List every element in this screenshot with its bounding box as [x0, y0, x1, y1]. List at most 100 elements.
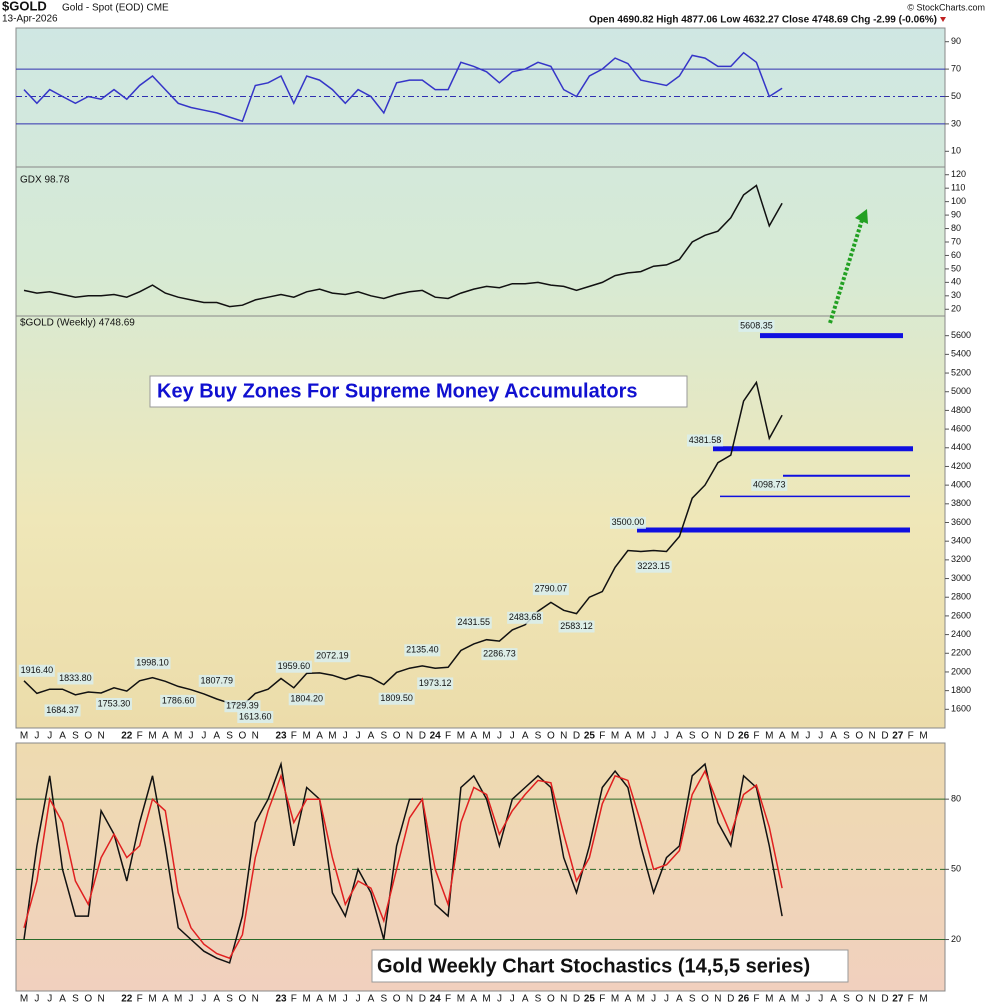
x-tick-label: A	[470, 731, 477, 742]
x-tick-label: J	[497, 994, 502, 1005]
x-tick-label: M	[791, 731, 799, 742]
x-tick-label: A	[676, 731, 683, 742]
down-icon	[940, 17, 946, 22]
price-label-bg	[378, 692, 415, 705]
x-tick-label: N	[406, 731, 413, 742]
price-label: 2431.55	[457, 617, 490, 627]
x-tick-label: A	[316, 994, 323, 1005]
x-tick-label: M	[303, 731, 311, 742]
price-label-bg	[481, 648, 518, 661]
x-tick-label: M	[765, 994, 773, 1005]
x-tick-label: J	[356, 731, 361, 742]
x-tick-label: N	[560, 731, 567, 742]
x-tick-label: N	[406, 994, 413, 1005]
x-tick-label: F	[908, 731, 914, 742]
price-label: 2286.73	[483, 649, 516, 659]
price-label-bg	[57, 672, 94, 685]
x-tick-label: O	[701, 731, 709, 742]
x-tick-label: D	[573, 994, 580, 1005]
x-tick-label: M	[457, 994, 465, 1005]
x-tick-label: O	[84, 994, 92, 1005]
x-tick-label: A	[470, 994, 477, 1005]
x-tick-label: F	[599, 731, 605, 742]
price-label-bg	[751, 478, 788, 491]
x-tick-label: 26	[738, 994, 750, 1005]
price-label: 4098.73	[753, 479, 786, 489]
x-tick-label: S	[72, 731, 79, 742]
series-line	[23, 51, 783, 123]
price-label-bg	[738, 319, 775, 332]
price-label-bg	[404, 644, 441, 657]
x-tick-label: F	[137, 994, 143, 1005]
price-label: 1916.40	[21, 665, 54, 675]
price-label: 2135.40	[406, 645, 439, 655]
price-label-bg	[275, 660, 312, 673]
y-tick-label: 80	[951, 794, 961, 804]
x-tick-label: S	[535, 731, 542, 742]
y-tick-label: 2800	[951, 592, 971, 602]
x-tick-label: J	[818, 994, 823, 1005]
y-tick-label: 4600	[951, 423, 971, 433]
x-tick-label: 27	[892, 731, 904, 742]
x-tick-label: J	[664, 731, 669, 742]
x-tick-label: A	[779, 994, 786, 1005]
x-tick-label: O	[855, 731, 863, 742]
y-tick-label: 3600	[951, 517, 971, 527]
x-tick-label: 24	[430, 994, 442, 1005]
x-tick-label: M	[174, 994, 182, 1005]
price-label: 3223.15	[637, 561, 670, 571]
x-tick-label: M	[148, 994, 156, 1005]
date: 13-Apr-2026	[2, 14, 58, 25]
y-tick-label: 90	[951, 36, 961, 46]
panel-title: $GOLD (Weekly) 4748.69	[20, 318, 135, 329]
y-tick-label: 10	[951, 146, 961, 156]
series-line	[23, 769, 783, 960]
x-tick-label: A	[625, 994, 632, 1005]
price-label: 1809.50	[380, 693, 413, 703]
x-tick-label: S	[843, 994, 850, 1005]
x-tick-label: D	[727, 994, 734, 1005]
x-tick-label: S	[689, 731, 696, 742]
y-tick-label: 50	[951, 263, 961, 273]
price-label: 1833.80	[59, 673, 92, 683]
y-tick-label: 100	[951, 196, 966, 206]
y-tick-label: 70	[951, 63, 961, 73]
price-label-bg	[288, 693, 325, 706]
x-tick-label: S	[226, 994, 233, 1005]
x-tick-label: A	[676, 994, 683, 1005]
x-tick-label: J	[34, 994, 39, 1005]
x-tick-label: S	[72, 994, 79, 1005]
x-tick-label: F	[291, 994, 297, 1005]
x-tick-label: M	[637, 994, 645, 1005]
x-tick-label: M	[791, 994, 799, 1005]
y-tick-label: 3000	[951, 573, 971, 583]
credit: © StockCharts.com	[907, 2, 985, 12]
x-tick-label: J	[189, 994, 194, 1005]
price-label-bg	[314, 650, 351, 663]
price-label-bg	[224, 700, 261, 713]
y-tick-label: 1800	[951, 685, 971, 695]
x-tick-label: J	[201, 731, 206, 742]
price-label-bg	[160, 694, 197, 707]
price-label: 1786.60	[162, 695, 195, 705]
x-tick-label: N	[97, 731, 104, 742]
x-tick-label: O	[547, 731, 555, 742]
y-tick-label: 2000	[951, 666, 971, 676]
price-label: 2483.68	[509, 612, 542, 622]
x-tick-label: J	[343, 994, 348, 1005]
x-tick-label: M	[174, 731, 182, 742]
x-tick-label: M	[328, 731, 336, 742]
y-tick-label: 3400	[951, 536, 971, 546]
x-tick-label: 24	[430, 731, 442, 742]
x-tick-label: N	[560, 994, 567, 1005]
x-tick-label: 27	[892, 994, 904, 1005]
x-tick-label: J	[356, 994, 361, 1005]
y-tick-label: 20	[951, 304, 961, 314]
x-tick-label: A	[162, 994, 169, 1005]
y-tick-label: 5200	[951, 367, 971, 377]
price-label: 1804.20	[290, 694, 323, 704]
x-tick-label: O	[393, 994, 401, 1005]
x-tick-label: 22	[121, 731, 133, 742]
y-tick-label: 60	[951, 250, 961, 260]
